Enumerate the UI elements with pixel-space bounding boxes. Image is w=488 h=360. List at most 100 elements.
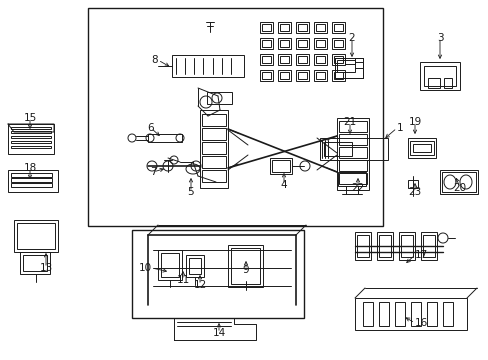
Bar (11, 141, 51, 143)
Bar (426, 302, 436, 326)
Bar (313, 54, 326, 65)
Bar (23, 255, 47, 271)
Text: 22: 22 (351, 183, 364, 193)
Text: 16: 16 (414, 318, 427, 328)
Text: 20: 20 (452, 183, 466, 193)
Bar (297, 56, 306, 63)
Text: 1: 1 (396, 123, 403, 133)
Bar (262, 56, 270, 63)
Bar (278, 38, 290, 49)
Bar (11, 173, 52, 177)
Bar (315, 72, 325, 79)
Bar (206, 92, 231, 104)
Bar (334, 58, 362, 78)
Text: 13: 13 (40, 263, 53, 273)
Bar (338, 173, 366, 184)
Bar (295, 70, 308, 81)
Bar (260, 70, 272, 81)
Bar (8, 124, 54, 154)
Bar (132, 230, 304, 318)
Bar (278, 22, 290, 33)
Text: 8: 8 (151, 55, 158, 65)
Text: 4: 4 (280, 180, 287, 190)
Bar (295, 38, 308, 49)
Bar (200, 110, 227, 188)
Bar (354, 232, 370, 260)
Bar (338, 121, 366, 132)
Bar (333, 72, 342, 79)
Bar (158, 250, 182, 280)
Bar (333, 40, 342, 47)
Text: 5: 5 (187, 187, 194, 197)
Bar (269, 158, 291, 174)
Bar (20, 252, 50, 274)
Bar (407, 138, 435, 158)
Bar (148, 134, 182, 142)
Bar (17, 223, 55, 249)
Bar (427, 78, 439, 88)
Bar (422, 235, 434, 257)
Bar (442, 302, 452, 326)
Bar (297, 40, 306, 47)
Bar (11, 146, 51, 148)
Bar (260, 38, 272, 49)
Bar (202, 170, 225, 182)
Text: 18: 18 (23, 163, 37, 173)
Bar (407, 180, 417, 188)
Bar (439, 170, 477, 194)
Bar (11, 127, 51, 129)
Bar (319, 138, 387, 160)
Bar (11, 178, 52, 182)
Bar (378, 302, 388, 326)
Text: 10: 10 (139, 263, 152, 273)
Bar (398, 232, 414, 260)
Bar (278, 54, 290, 65)
Bar (11, 183, 52, 187)
Bar (376, 232, 392, 260)
Bar (280, 56, 288, 63)
Bar (88, 8, 382, 226)
Bar (189, 258, 201, 274)
Bar (280, 72, 288, 79)
Bar (11, 136, 51, 138)
Bar (230, 248, 260, 284)
Bar (260, 54, 272, 65)
Text: 3: 3 (436, 33, 443, 43)
Bar (278, 70, 290, 81)
Text: 2: 2 (348, 33, 355, 43)
Bar (227, 245, 263, 287)
Bar (362, 302, 372, 326)
Bar (331, 38, 345, 49)
Bar (331, 54, 345, 65)
Text: 11: 11 (176, 275, 189, 285)
Bar (202, 142, 225, 154)
Bar (333, 24, 342, 31)
Bar (315, 40, 325, 47)
Bar (331, 70, 345, 81)
Text: 17: 17 (414, 250, 427, 260)
Bar (409, 141, 433, 155)
Text: 15: 15 (23, 113, 37, 123)
Bar (423, 66, 455, 86)
Text: 12: 12 (193, 280, 206, 290)
Bar (378, 235, 390, 257)
Bar (338, 147, 366, 158)
Bar (338, 160, 366, 171)
Bar (280, 40, 288, 47)
Text: 6: 6 (147, 123, 154, 133)
Bar (412, 144, 430, 152)
Bar (336, 60, 354, 72)
Bar (260, 22, 272, 33)
Bar (313, 38, 326, 49)
Bar (14, 220, 58, 252)
Bar (161, 253, 179, 277)
Bar (262, 40, 270, 47)
Bar (419, 62, 459, 90)
Bar (315, 24, 325, 31)
Bar (394, 302, 404, 326)
Bar (315, 56, 325, 63)
Bar (400, 235, 412, 257)
Bar (420, 232, 436, 260)
Text: 21: 21 (343, 117, 356, 127)
Bar (441, 172, 475, 192)
